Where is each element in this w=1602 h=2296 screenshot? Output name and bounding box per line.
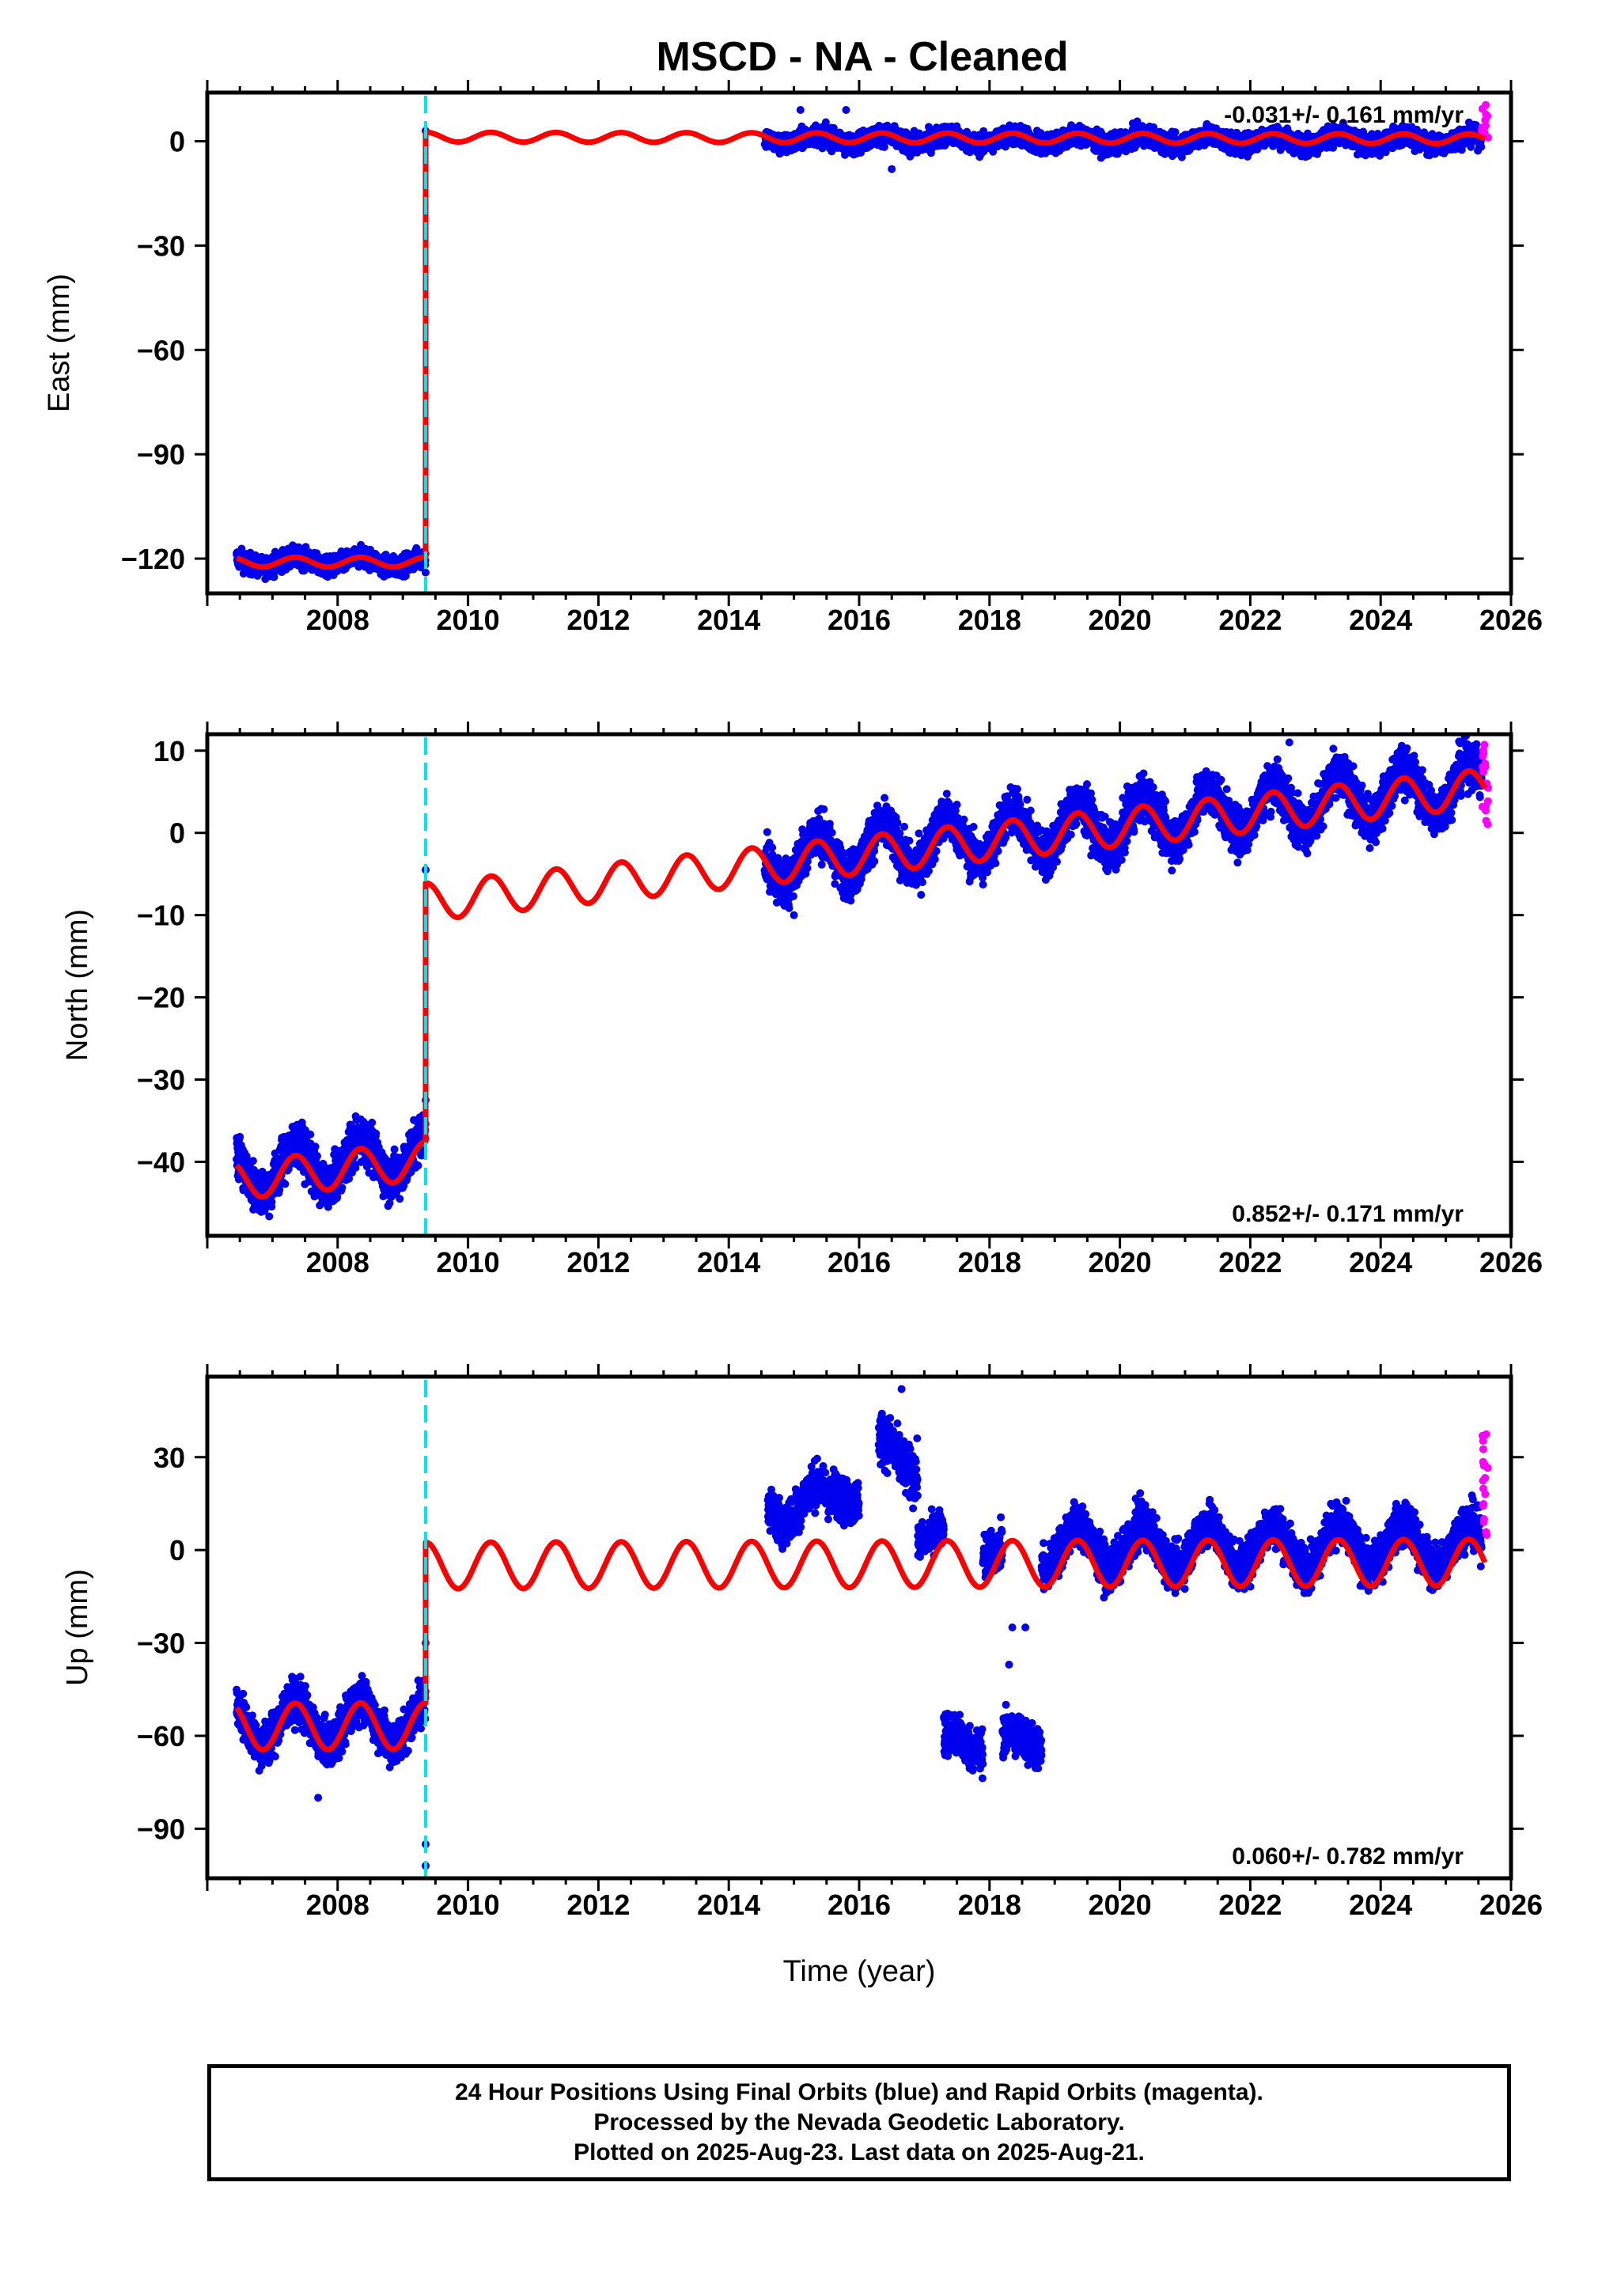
data-point [880,142,888,151]
panel-1: 2008 2010 2012 2014 2016 2018 2020 2022 2024 2026… [43,80,1543,636]
chart-title: MSCD - NA - Cleaned [656,34,1069,80]
data-point [1171,128,1180,136]
plot-area [233,100,1492,583]
final-orbit-points [233,117,1486,583]
